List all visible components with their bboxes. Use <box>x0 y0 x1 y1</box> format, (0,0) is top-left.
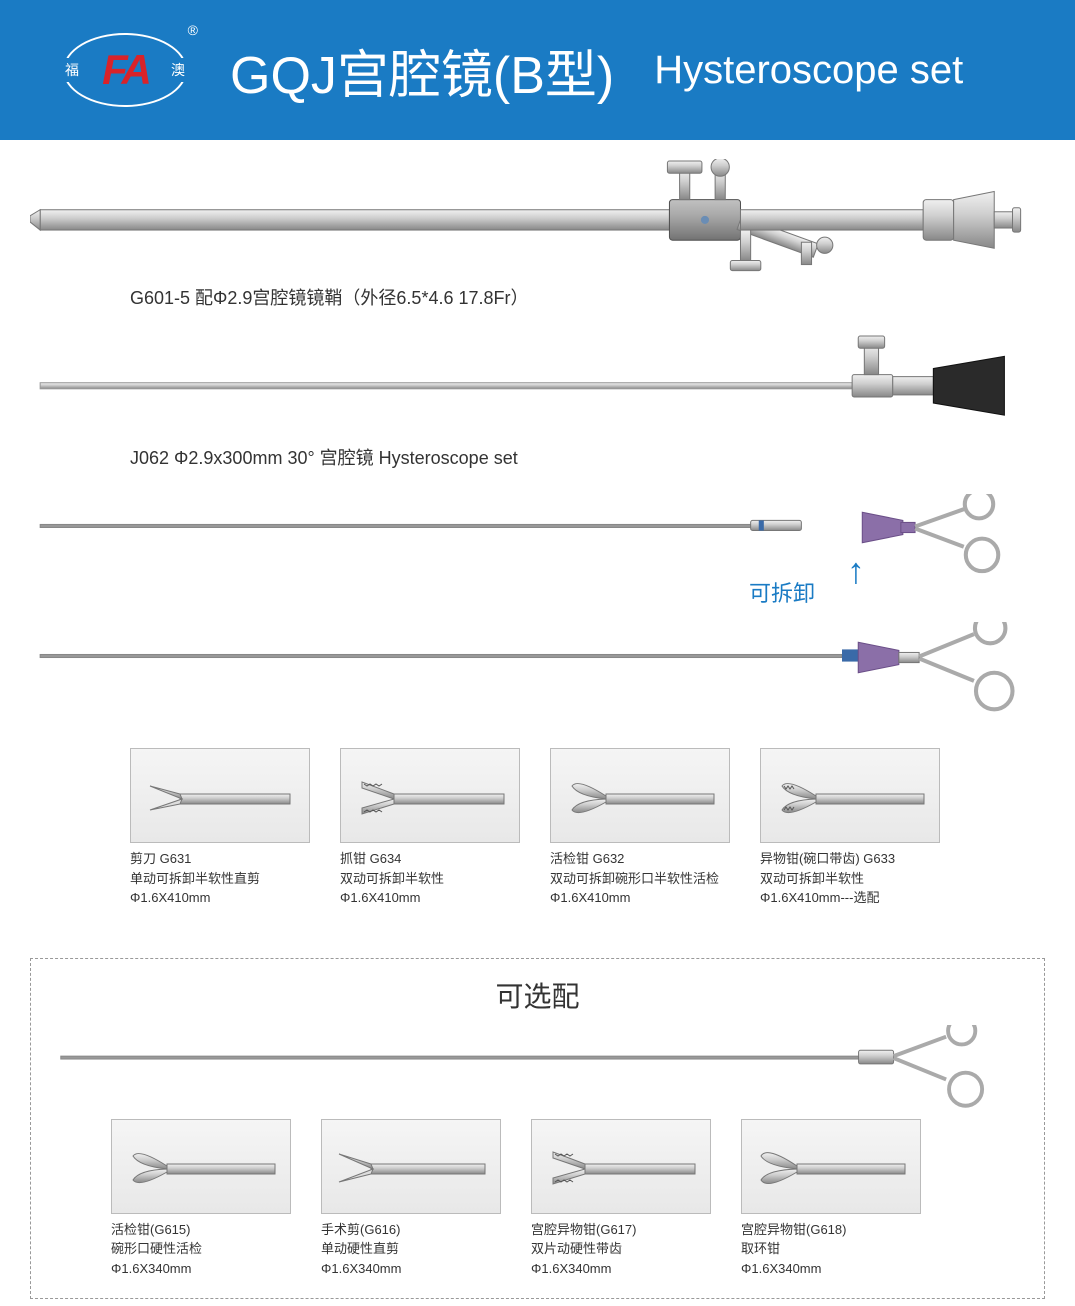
main-content: G601-5 配Φ2.9宫腔镜镜鞘（外径6.5*4.6 17.8Fr） J062… <box>0 140 1075 928</box>
tip-text: 异物钳(碗口带齿) G633 双动可拆卸半软性 Φ1.6X410mm---选配 <box>760 849 940 908</box>
detach-row <box>30 500 1045 580</box>
tip-text: 活检钳 G632 双动可拆卸碗形口半软性活检 Φ1.6X410mm <box>550 849 730 908</box>
tips-row-2: 活检钳(G615) 碗形口硬性活检 Φ1.6X340mm 手术剪(G616) 单… <box>111 1119 1024 1279</box>
tip-spec: Φ1.6X410mm <box>340 888 520 908</box>
tip-card: 手术剪(G616) 单动硬性直剪 Φ1.6X340mm <box>321 1119 501 1279</box>
tip-text: 宫腔异物钳(G617) 双片动硬性带齿 Φ1.6X340mm <box>531 1220 711 1279</box>
page-title-en: Hysteroscope set <box>654 48 963 93</box>
tip-spec: Φ1.6X410mm <box>550 888 730 908</box>
tip-title: 异物钳(碗口带齿) G633 <box>760 849 940 869</box>
optional-section: 可选配 活检钳(G615) 碗形口硬性活检 Φ1.6X340mm <box>30 958 1045 1300</box>
tip-desc: 碗形口硬性活检 <box>111 1239 291 1259</box>
tip-desc: 双动可拆卸半软性 <box>340 869 520 889</box>
tip-card: 活检钳 G632 双动可拆卸碗形口半软性活检 Φ1.6X410mm <box>550 748 730 908</box>
tip-spec: Φ1.6X340mm <box>741 1259 921 1279</box>
tip-text: 手术剪(G616) 单动硬性直剪 Φ1.6X340mm <box>321 1220 501 1279</box>
optional-forceps-illustration <box>51 1029 1024 1109</box>
tip-grasper-icon <box>340 748 520 843</box>
tip-spec: Φ1.6X340mm <box>531 1259 711 1279</box>
logo-cn-left: 福 <box>63 58 81 82</box>
optional-title: 可选配 <box>51 975 1024 1015</box>
tip-scissors-hard-icon <box>321 1119 501 1214</box>
page-title-cn: GQJ宫腔镜(B型) <box>230 33 614 108</box>
tip-title: 宫腔异物钳(G617) <box>531 1220 711 1240</box>
scope-row: J062 Φ2.9x300mm 30° 宫腔镜 Hysteroscope set <box>30 340 1045 470</box>
tip-card: 异物钳(碗口带齿) G633 双动可拆卸半软性 Φ1.6X410mm---选配 <box>760 748 940 908</box>
assembled-illustration <box>30 628 1045 718</box>
sheath-row: G601-5 配Φ2.9宫腔镜镜鞘（外径6.5*4.6 17.8Fr） <box>30 170 1045 310</box>
logo-cn-right: 澳 <box>169 58 187 82</box>
tip-biopsy-icon <box>550 748 730 843</box>
scope-illustration <box>30 340 1045 430</box>
tip-text: 剪刀 G631 单动可拆卸半软性直剪 Φ1.6X410mm <box>130 849 310 908</box>
tip-title: 宫腔异物钳(G618) <box>741 1220 921 1240</box>
header-banner: 福 FA 澳 ® GQJ宫腔镜(B型) Hysteroscope set <box>0 0 1075 140</box>
tip-title: 抓钳 G634 <box>340 849 520 869</box>
tip-card: 活检钳(G615) 碗形口硬性活检 Φ1.6X340mm <box>111 1119 291 1279</box>
tip-ring-icon <box>741 1119 921 1214</box>
tip-foreign-teeth-icon <box>531 1119 711 1214</box>
tip-desc: 单动可拆卸半软性直剪 <box>130 869 310 889</box>
detach-text: 可拆卸 <box>749 581 815 606</box>
tip-card: 宫腔异物钳(G618) 取环钳 Φ1.6X340mm <box>741 1119 921 1279</box>
tip-text: 宫腔异物钳(G618) 取环钳 Φ1.6X340mm <box>741 1220 921 1279</box>
tip-spec: Φ1.6X340mm <box>111 1259 291 1279</box>
logo-oval: 福 FA 澳 <box>63 33 187 107</box>
tip-foreign-icon <box>760 748 940 843</box>
tip-spec: Φ1.6X410mm <box>130 888 310 908</box>
tip-desc: 取环钳 <box>741 1239 921 1259</box>
tip-card: 抓钳 G634 双动可拆卸半软性 Φ1.6X410mm <box>340 748 520 908</box>
tip-biopsy-hard-icon <box>111 1119 291 1214</box>
sheath-illustration <box>30 170 1045 270</box>
tip-title: 剪刀 G631 <box>130 849 310 869</box>
arrow-up-icon: ↑ <box>847 550 865 592</box>
tips-row-1: 剪刀 G631 单动可拆卸半软性直剪 Φ1.6X410mm 抓钳 G634 双动… <box>130 748 1045 908</box>
tip-title: 手术剪(G616) <box>321 1220 501 1240</box>
sheath-label: G601-5 配Φ2.9宫腔镜镜鞘（外径6.5*4.6 17.8Fr） <box>130 284 1045 310</box>
tip-spec: Φ1.6X340mm <box>321 1259 501 1279</box>
tip-desc: 双片动硬性带齿 <box>531 1239 711 1259</box>
detach-illustration <box>30 500 1045 580</box>
tip-text: 活检钳(G615) 碗形口硬性活检 Φ1.6X340mm <box>111 1220 291 1279</box>
tip-desc: 单动硬性直剪 <box>321 1239 501 1259</box>
tip-title: 活检钳(G615) <box>111 1220 291 1240</box>
assembled-row <box>30 628 1045 718</box>
logo-fa-text: FA <box>102 49 148 91</box>
tip-card: 宫腔异物钳(G617) 双片动硬性带齿 Φ1.6X340mm <box>531 1119 711 1279</box>
detach-label-row: ↑ 可拆卸 <box>30 576 1045 608</box>
tip-text: 抓钳 G634 双动可拆卸半软性 Φ1.6X410mm <box>340 849 520 908</box>
tip-desc: 双动可拆卸碗形口半软性活检 <box>550 869 730 889</box>
registered-icon: ® <box>188 22 198 38</box>
scope-label: J062 Φ2.9x300mm 30° 宫腔镜 Hysteroscope set <box>130 444 1045 470</box>
tip-scissors-icon <box>130 748 310 843</box>
tip-title: 活检钳 G632 <box>550 849 730 869</box>
tip-card: 剪刀 G631 单动可拆卸半软性直剪 Φ1.6X410mm <box>130 748 310 908</box>
brand-logo: 福 FA 澳 ® <box>60 20 190 120</box>
tip-desc: 双动可拆卸半软性 <box>760 869 940 889</box>
tip-spec: Φ1.6X410mm---选配 <box>760 888 940 908</box>
